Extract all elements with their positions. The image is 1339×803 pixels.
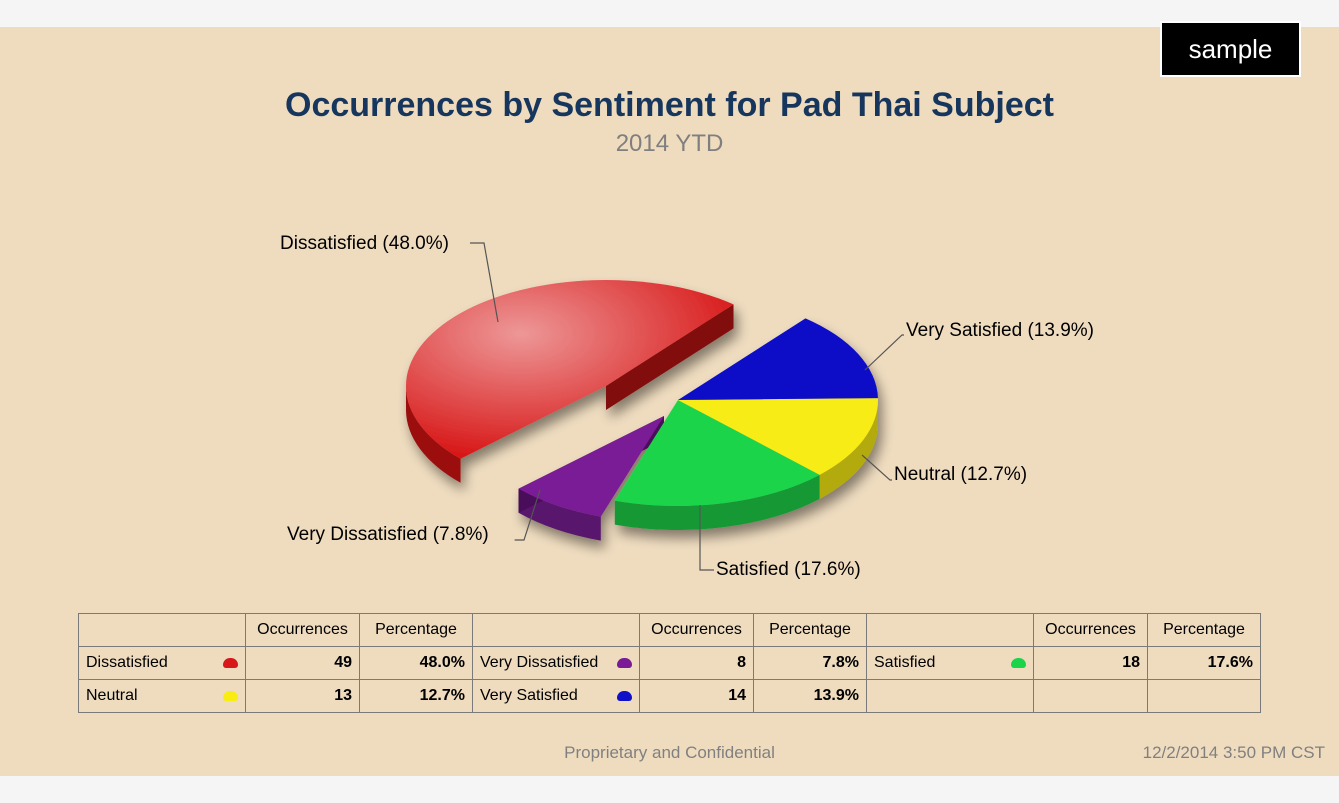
slice-label: Very Dissatisfied (7.8%) <box>287 524 489 545</box>
neutral-swatch-icon <box>223 691 238 701</box>
confidential-note: Proprietary and Confidential <box>564 743 775 762</box>
percentage-value: 17.6% <box>1147 646 1261 680</box>
table-header-row: Occurrences Percentage Occurrences Perce… <box>78 613 1261 647</box>
header-occurrences: Occurrences <box>245 613 360 647</box>
category-name: Very Satisfied <box>480 687 578 704</box>
pie-slice-very-dissatisfied <box>518 416 664 517</box>
slice-label: Very Satisfied (13.9%) <box>906 320 1094 341</box>
leader-line <box>861 454 892 481</box>
pie-slice-neutral <box>678 398 879 475</box>
data-table: Occurrences Percentage Occurrences Perce… <box>78 613 1261 713</box>
leader-line <box>699 505 714 571</box>
header-occurrences: Occurrences <box>639 613 754 647</box>
pie-slice-satisfied <box>614 400 820 507</box>
pie-slice-side <box>406 386 461 483</box>
sample-badge: sample <box>1160 21 1301 77</box>
percentage-value: 7.8% <box>753 646 867 680</box>
occurrences-value: 18 <box>1033 646 1148 680</box>
pie-slice-side <box>614 474 820 531</box>
satisfied-swatch-icon <box>1011 658 1026 668</box>
very-dissatisfied-swatch-icon <box>617 658 632 668</box>
header-percentage: Percentage <box>1147 613 1261 647</box>
table-row: Neutral 13 12.7% Very Satisfied 14 13.9% <box>78 679 1261 713</box>
header-percentage: Percentage <box>359 613 473 647</box>
leader-line <box>864 334 904 371</box>
occurrences-value: 8 <box>639 646 754 680</box>
very-satisfied-swatch-icon <box>617 691 632 701</box>
pie-slice-highlight <box>405 279 734 459</box>
occurrences-value: 14 <box>639 679 754 713</box>
pie-slice-very-satisfied <box>678 318 878 400</box>
slice-label: Neutral (12.7%) <box>894 464 1027 485</box>
percentage-value: 12.7% <box>359 679 473 713</box>
header-percentage: Percentage <box>753 613 867 647</box>
chart-title: Occurrences by Sentiment for Pad Thai Su… <box>285 86 1054 124</box>
category-name: Satisfied <box>874 654 936 671</box>
pie-slice-side <box>819 400 878 499</box>
category-name: Neutral <box>86 687 138 704</box>
table-row: Dissatisfied 49 48.0% Very Dissatisfied … <box>78 646 1261 680</box>
header-occurrences: Occurrences <box>1033 613 1148 647</box>
chart-subtitle: 2014 YTD <box>615 130 724 157</box>
category-name: Dissatisfied <box>86 654 168 671</box>
dissatisfied-swatch-icon <box>223 658 238 668</box>
category-name: Very Dissatisfied <box>480 654 599 671</box>
pie-slice-cut-face <box>606 304 734 410</box>
occurrences-value: 49 <box>245 646 360 680</box>
report-timestamp: 12/2/2014 3:50 PM CST <box>1142 743 1325 762</box>
leader-line <box>514 489 541 541</box>
percentage-value: 48.0% <box>359 646 473 680</box>
percentage-value: 13.9% <box>753 679 867 713</box>
leader-line <box>470 242 499 323</box>
slice-label: Satisfied (17.6%) <box>716 559 861 580</box>
occurrences-value: 13 <box>245 679 360 713</box>
slice-label: Dissatisfied (48.0%) <box>280 233 449 254</box>
